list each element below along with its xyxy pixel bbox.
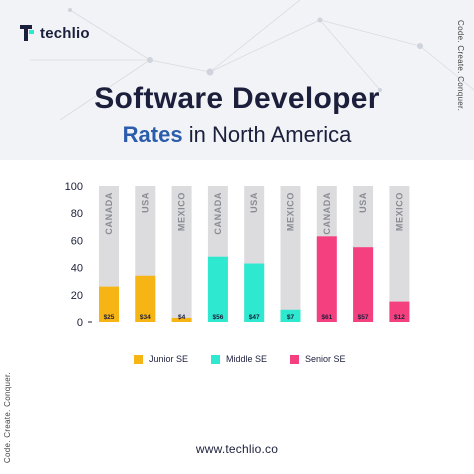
title-line-2: Rates in North America: [0, 122, 474, 148]
y-tick-label: 80: [71, 208, 83, 220]
category-label: CANADA: [213, 192, 223, 235]
data-label: $25: [104, 314, 115, 321]
y-tick-label: 60: [71, 235, 83, 247]
bar-junior-usa: [135, 275, 156, 322]
title-rest: in North America: [182, 122, 352, 147]
y-tick-label: 20: [71, 290, 83, 302]
bar-senior-mexico: [389, 301, 410, 322]
bar-middle-mexico: [280, 309, 301, 322]
category-label: MEXICO: [177, 192, 187, 231]
legend-item-junior: Junior SE: [134, 354, 188, 364]
data-label: $56: [212, 314, 223, 321]
title-line-1: Software Developer: [94, 82, 380, 115]
data-label: $47: [249, 314, 260, 321]
y-tick-label: 40: [71, 263, 83, 275]
legend-label-senior: Senior SE: [305, 354, 346, 364]
category-label: USA: [140, 192, 150, 213]
legend-item-middle: Middle SE: [211, 354, 267, 364]
y-tick-label: 100: [65, 181, 83, 193]
brand-name: techlio: [40, 24, 90, 42]
data-label: $57: [358, 314, 369, 321]
legend-label-middle: Middle SE: [226, 354, 268, 364]
legend-swatch-junior: [134, 354, 143, 364]
data-label: $4: [178, 314, 186, 321]
category-label: USA: [249, 192, 259, 213]
bar-senior-usa: [353, 247, 374, 322]
bar-track: [389, 186, 410, 322]
category-label: CANADA: [104, 192, 114, 235]
network-background: [30, 0, 474, 121]
data-label: $34: [140, 314, 151, 321]
website-link[interactable]: www.techlio.co: [195, 442, 279, 456]
y-tick-label: 0: [77, 317, 83, 329]
category-label: MEXICO: [394, 192, 404, 231]
legend-swatch-middle: [211, 354, 220, 364]
tagline-right: Code. Create. Conquer.: [456, 20, 465, 112]
data-label: $12: [394, 314, 405, 321]
legend-swatch-senior: [290, 354, 299, 364]
data-label: $61: [321, 314, 332, 321]
bar-middle-canada: [207, 256, 228, 322]
category-label: USA: [358, 192, 368, 213]
legend-label-junior: Junior SE: [149, 354, 189, 364]
legend-item-senior: Senior SE: [290, 354, 346, 364]
bar-senior-canada: [316, 236, 337, 322]
category-label: MEXICO: [286, 192, 296, 231]
chart-legend: Junior SE Middle SE Senior SE: [0, 354, 474, 368]
hero-banner: techlio Software Developer Rates in Nort…: [0, 0, 474, 160]
techlio-logo-icon: [20, 25, 34, 41]
bar-middle-usa: [244, 263, 265, 322]
brand-logo: techlio: [20, 24, 90, 42]
bar-junior-mexico: [171, 317, 192, 322]
bar-track: [171, 186, 192, 322]
title-highlight: Rates: [122, 122, 183, 147]
category-label: CANADA: [322, 192, 332, 235]
bar-track: [280, 186, 301, 322]
bar-junior-canada: [99, 286, 119, 322]
data-label: $7: [287, 314, 295, 321]
